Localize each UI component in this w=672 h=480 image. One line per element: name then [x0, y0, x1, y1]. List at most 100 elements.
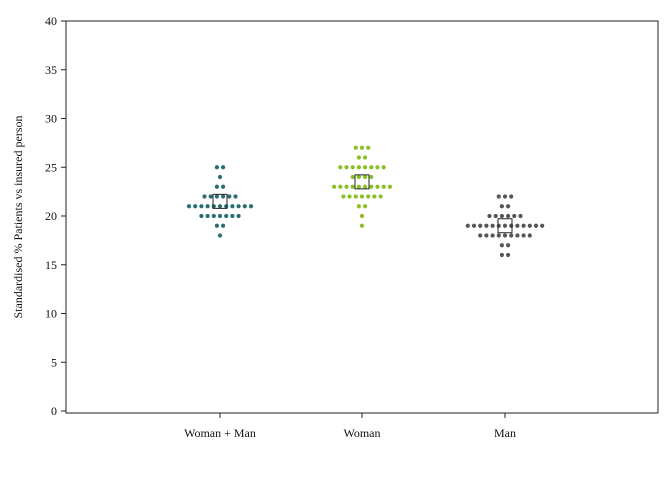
series-group [465, 194, 545, 258]
y-tick-label: 40 [45, 14, 57, 28]
y-tick-label: 20 [45, 209, 57, 223]
data-point [186, 204, 192, 209]
data-point [506, 204, 511, 209]
data-point [350, 184, 355, 189]
data-point [344, 184, 349, 189]
y-tick-label: 15 [45, 258, 57, 272]
data-point [369, 184, 374, 189]
x-tick-label: Woman [343, 426, 380, 440]
data-point [359, 145, 365, 150]
data-point [375, 184, 380, 189]
data-point [471, 223, 477, 228]
data-point [527, 233, 532, 238]
data-point [484, 233, 489, 238]
data-point [356, 204, 361, 209]
data-point [515, 223, 520, 228]
data-point [230, 213, 235, 219]
data-point [332, 184, 337, 189]
data-point [356, 184, 361, 189]
data-point [221, 223, 226, 228]
x-tick-label: Man [494, 426, 516, 440]
data-point [490, 223, 495, 228]
data-point [509, 223, 514, 228]
data-point [338, 184, 343, 189]
data-point [465, 223, 470, 228]
data-point [363, 184, 368, 189]
data-point [236, 213, 241, 219]
y-axis-label: Standardised % Patients vs insured perso… [11, 116, 25, 319]
data-point [211, 204, 216, 209]
data-point [506, 213, 511, 219]
data-point [363, 204, 368, 209]
data-point [221, 165, 226, 170]
data-point [540, 223, 545, 228]
data-point [363, 174, 368, 180]
data-point [387, 184, 392, 189]
data-point [369, 165, 374, 170]
data-point [512, 213, 517, 219]
data-point [217, 204, 223, 209]
data-point [363, 165, 368, 170]
data-point [214, 223, 219, 228]
data-point [202, 194, 207, 199]
data-point [363, 155, 368, 160]
data-point [502, 194, 508, 199]
data-point [499, 204, 504, 209]
data-point [199, 213, 204, 219]
data-point [378, 194, 383, 199]
data-point [499, 252, 504, 258]
data-point [496, 194, 501, 199]
y-axis: 0 5 10 15 20 25 30 35 40 [45, 14, 66, 418]
data-point [356, 174, 361, 180]
data-point [493, 213, 498, 219]
data-point [214, 165, 219, 170]
data-point [506, 243, 511, 248]
x-axis: Woman + Man Woman Man [184, 413, 516, 440]
y-tick-label: 35 [45, 63, 57, 77]
data-point [521, 233, 526, 238]
data-point [359, 223, 365, 228]
data-point [369, 174, 374, 180]
data-point [527, 223, 532, 228]
data-point [509, 233, 514, 238]
median-box [354, 174, 370, 190]
data-point [242, 204, 247, 209]
data-point [199, 204, 204, 209]
data-point [381, 165, 386, 170]
median-box [497, 218, 513, 234]
data-point [344, 165, 349, 170]
data-point [478, 233, 483, 238]
data-point [490, 233, 495, 238]
series-group [332, 145, 392, 228]
data-point [353, 194, 358, 199]
data-point [356, 155, 361, 160]
data-point [359, 194, 365, 199]
data-point [359, 213, 365, 219]
data-point [353, 145, 358, 150]
data-point [350, 165, 355, 170]
data-point [233, 194, 238, 199]
y-tick-label: 25 [45, 160, 57, 174]
data-point [499, 213, 504, 219]
data-point [217, 213, 223, 219]
data-point [205, 204, 210, 209]
data-point [208, 194, 213, 199]
data-point [230, 204, 235, 209]
y-tick-label: 30 [45, 112, 57, 126]
data-point [248, 204, 254, 209]
data-point [366, 194, 371, 199]
data-point [221, 194, 226, 199]
y-tick-label: 5 [51, 355, 57, 369]
data-point [496, 223, 501, 228]
data-point [356, 165, 361, 170]
data-point [214, 184, 219, 189]
data-point [224, 204, 229, 209]
y-tick-label: 0 [51, 404, 57, 418]
data-point [211, 213, 216, 219]
data-point [509, 194, 514, 199]
data-point [341, 194, 346, 199]
data-point [478, 223, 483, 228]
data-point [193, 204, 198, 209]
data-point [521, 223, 526, 228]
